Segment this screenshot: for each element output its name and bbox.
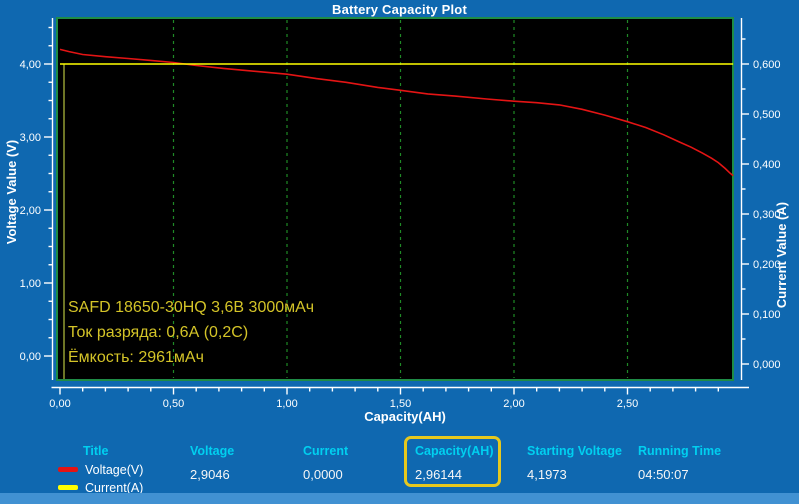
stats-header-starting-voltage: Starting Voltage xyxy=(527,444,622,458)
stat-value-voltage: 2,9046 xyxy=(190,467,230,482)
svg-text:2,00: 2,00 xyxy=(503,398,524,410)
annotation-line-capacity: Ёмкость: 2961мАч xyxy=(68,349,204,366)
voltage-series-swatch xyxy=(58,467,78,472)
annotation-line-model: SAFD 18650-30HQ 3,6В 3000мАч xyxy=(68,299,315,316)
stats-header-title: Title xyxy=(83,444,109,458)
svg-text:0,50: 0,50 xyxy=(163,398,184,410)
svg-text:0,600: 0,600 xyxy=(753,59,781,71)
stat-value-capacity: 2,96144 xyxy=(415,467,462,482)
x-axis-ticks: 0,00 0,50 1,00 1,50 2,00 2,50 xyxy=(49,387,719,410)
capacity-chart: 0,00 1,00 2,00 3,00 4,00 0,000 0,100 0,200 0,300… xyxy=(20,17,781,410)
stat-field-capacity: Capacity(AH) 2,96144 xyxy=(415,444,494,482)
stat-value-running-time: 04:50:07 xyxy=(638,467,689,482)
svg-text:1,00: 1,00 xyxy=(20,278,41,290)
stat-field-running-time: Running Time 04:50:07 xyxy=(638,444,721,482)
svg-text:0,100: 0,100 xyxy=(753,309,781,321)
svg-text:0,400: 0,400 xyxy=(753,159,781,171)
svg-text:0,300: 0,300 xyxy=(753,209,781,221)
svg-text:2,50: 2,50 xyxy=(617,398,638,410)
legend-label-voltage: Voltage(V) xyxy=(85,463,144,477)
legend-item-current: Current(A) xyxy=(58,481,143,495)
x-axis-title: Capacity(AH) xyxy=(364,409,446,424)
svg-text:0,500: 0,500 xyxy=(753,109,781,121)
stat-field-voltage: Voltage 2,9046 xyxy=(190,444,234,482)
chart-title: Battery Capacity Plot xyxy=(332,2,467,17)
legend-item-voltage: Voltage(V) xyxy=(58,463,143,477)
right-axis-title: Current Value (A) xyxy=(774,201,789,309)
series-voltage-v- xyxy=(59,48,734,177)
battery-annotation: SAFD 18650-30HQ 3,6В 3000мАч Ток разряда… xyxy=(68,295,314,370)
stats-header-capacity: Capacity(AH) xyxy=(415,444,494,458)
stats-header-running-time: Running Time xyxy=(638,444,722,458)
stats-header-current: Current xyxy=(303,444,349,458)
stat-field-current: Current 0,0000 xyxy=(303,444,348,482)
plot-area xyxy=(56,17,734,381)
svg-text:0,00: 0,00 xyxy=(49,398,70,410)
svg-text:1,00: 1,00 xyxy=(276,398,297,410)
right-axis-ticks: 0,000 0,100 0,200 0,300 0,400 0,500 0,600 xyxy=(741,38,781,371)
svg-text:0,200: 0,200 xyxy=(753,259,781,271)
svg-text:0,00: 0,00 xyxy=(20,351,41,363)
stats-header-voltage: Voltage xyxy=(190,444,235,458)
stat-value-current: 0,0000 xyxy=(303,467,343,482)
svg-text:1,50: 1,50 xyxy=(390,398,411,410)
annotation-line-discharge: Ток разряда: 0,6А (0,2С) xyxy=(68,324,249,341)
capacity-highlight-box xyxy=(404,436,501,487)
stats-panel: Title Voltage(V) Current(A) Voltage 2,90… xyxy=(0,436,799,495)
svg-text:4,00: 4,00 xyxy=(20,59,41,71)
left-axis-title: Voltage Value (V) xyxy=(4,139,19,245)
svg-text:3,00: 3,00 xyxy=(20,132,41,144)
svg-text:0,000: 0,000 xyxy=(753,359,781,371)
window-bottom-edge xyxy=(0,493,799,504)
left-axis-ticks: 0,00 1,00 2,00 3,00 4,00 xyxy=(20,26,53,363)
current-series-swatch xyxy=(58,485,78,490)
legend-label-current: Current(A) xyxy=(85,481,144,495)
stat-field-starting-voltage: Starting Voltage 4,1973 xyxy=(527,444,622,482)
stat-value-starting-voltage: 4,1973 xyxy=(527,467,567,482)
svg-text:2,00: 2,00 xyxy=(20,205,41,217)
